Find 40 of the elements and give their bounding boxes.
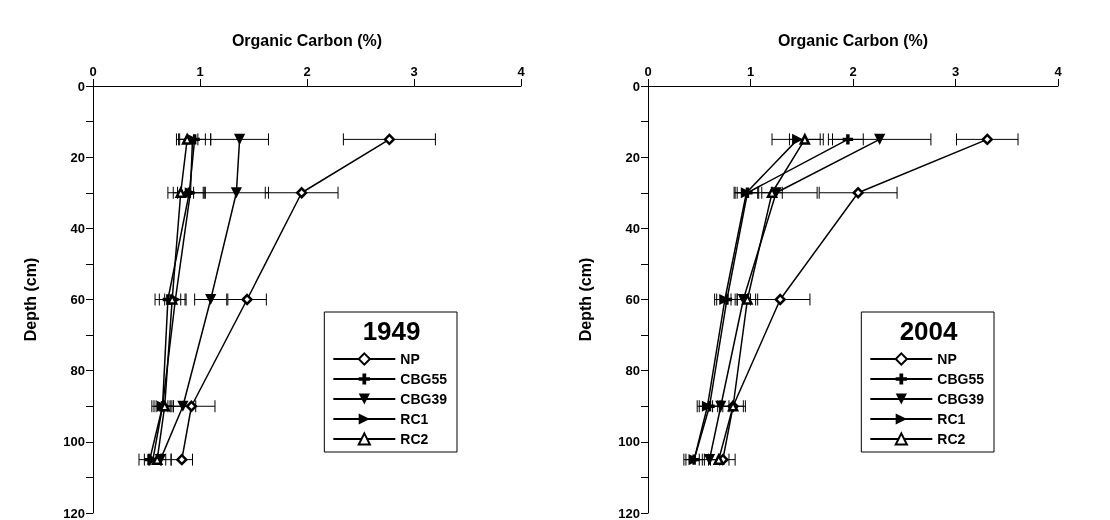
y-tick-label: 20: [625, 149, 640, 165]
x-tick-label: 2: [303, 64, 311, 79]
x-axis-title: Organic Carbon (%): [231, 31, 383, 49]
legend-label: RC1: [400, 411, 429, 427]
y-tick-label: 60: [70, 292, 85, 307]
x-tick-label: 4: [517, 64, 526, 79]
legend-label: RC2: [400, 431, 429, 447]
y-tick-label: 60: [625, 292, 640, 307]
x-tick-label: 3: [410, 64, 418, 79]
y-tick-label: 120: [63, 505, 85, 520]
x-tick-label: 2: [849, 64, 857, 79]
legend-label: CBG39: [400, 391, 448, 407]
legend-title: 2004: [899, 315, 959, 346]
y-tick-label: 100: [63, 434, 85, 450]
legend-label: CBG55: [400, 371, 448, 387]
y-tick-label: 40: [70, 220, 85, 236]
x-tick-label: 3: [951, 64, 960, 79]
x-tick-label: 1: [196, 64, 204, 79]
y-axis-title: Depth (cm): [576, 257, 594, 342]
y-tick-label: 20: [70, 149, 85, 165]
x-tick-label: 1: [746, 64, 755, 79]
legend-label: NP: [400, 351, 420, 367]
x-tick-label: 0: [644, 64, 652, 79]
y-tick-label: 0: [632, 78, 640, 94]
x-tick-label: 4: [1054, 64, 1063, 79]
legend-label: CBG39: [937, 391, 985, 407]
y-tick-label: 120: [618, 505, 640, 520]
y-tick-label: 40: [625, 220, 640, 236]
y-tick-label: 80: [70, 363, 85, 379]
legend-label: RC1: [937, 411, 966, 427]
y-tick-label: 80: [625, 363, 640, 379]
y-tick-label: 0: [77, 78, 85, 94]
y-axis-title: Depth (cm): [21, 257, 39, 342]
x-tick-label: 0: [89, 64, 97, 79]
legend-label: RC2: [937, 431, 966, 447]
legend-label: NP: [937, 351, 957, 367]
x-axis-title: Organic Carbon (%): [777, 31, 929, 49]
legend-title: 1949: [362, 315, 421, 346]
y-tick-label: 100: [618, 434, 640, 450]
legend-label: CBG55: [937, 371, 985, 387]
